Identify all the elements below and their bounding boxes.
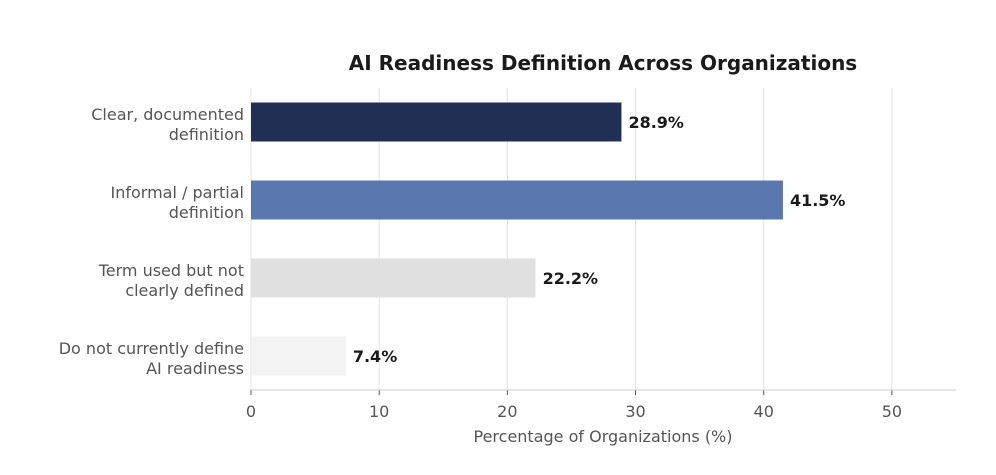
x-tick-label: 50	[882, 402, 902, 421]
x-axis-title: Percentage of Organizations (%)	[474, 427, 733, 446]
x-tick-label: 40	[754, 402, 774, 421]
data-label: 7.4%	[353, 347, 397, 366]
category-label-line: definition	[169, 203, 244, 222]
category-label-line: AI readiness	[146, 359, 244, 378]
x-tick-label: 20	[497, 402, 517, 421]
category-label-line: Do not currently define	[59, 339, 244, 358]
category-label-line: Clear, documented	[91, 105, 244, 124]
category-label-line: clearly defined	[125, 281, 244, 300]
x-axis: 0 10 20 30 40 50	[246, 389, 956, 421]
data-labels: 28.9% 41.5% 22.2% 7.4%	[353, 113, 846, 366]
x-tick-label: 10	[369, 402, 389, 421]
bar	[251, 258, 536, 298]
category-label-line: definition	[169, 125, 244, 144]
chart-title: AI Readiness Definition Across Organizat…	[349, 51, 857, 75]
category-label-line: Informal / partial	[111, 183, 244, 202]
x-tick-label: 30	[625, 402, 645, 421]
data-label: 28.9%	[628, 113, 684, 132]
data-label: 22.2%	[543, 269, 599, 288]
data-label: 41.5%	[790, 191, 846, 210]
category-label: Clear, documented definition	[91, 105, 244, 144]
bars	[251, 102, 783, 376]
category-label: Informal / partial definition	[111, 183, 244, 222]
category-label: Do not currently define AI readiness	[59, 339, 244, 378]
x-tick-label: 0	[246, 402, 256, 421]
bar	[251, 102, 622, 142]
bar	[251, 180, 783, 220]
category-label: Term used but not clearly defined	[98, 261, 244, 300]
bar	[251, 336, 346, 376]
category-label-line: Term used but not	[98, 261, 244, 280]
